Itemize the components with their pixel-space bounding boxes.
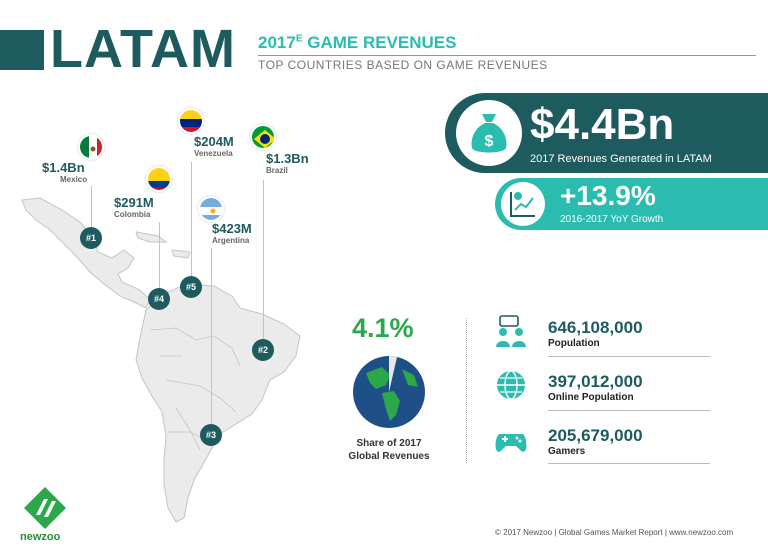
country-label-argentina: $423M Argentina xyxy=(212,221,252,246)
country-value: $423M xyxy=(212,221,252,236)
country-name: Colombia xyxy=(114,210,151,219)
subtitle-rest: GAME REVENUES xyxy=(302,33,457,52)
country-label-brazil: $1.3Bn Brazil xyxy=(266,151,309,176)
globe-icon xyxy=(497,370,525,400)
rank-marker-brazil: #2 xyxy=(252,339,274,361)
subtitle-year: 2017 xyxy=(258,33,296,52)
growth-label: 2016-2017 YoY Growth xyxy=(560,214,664,225)
population-value: 646,108,000 xyxy=(548,318,643,337)
share-label-line2: Global Revenues xyxy=(348,451,430,462)
country-name: Mexico xyxy=(60,175,88,184)
subtitle-superscript: E xyxy=(295,33,303,45)
country-label-mexico: $1.4Bn Mexico xyxy=(42,160,88,185)
stat-divider xyxy=(548,410,710,411)
newzoo-logo-icon xyxy=(24,487,66,529)
argentina-pin-line xyxy=(211,248,212,424)
country-name: Venezuela xyxy=(194,149,233,158)
svg-text:$: $ xyxy=(485,133,494,150)
gamers-label: Gamers xyxy=(548,446,586,457)
gamepad-icon xyxy=(495,434,527,452)
footer-copyright: © 2017 Newzoo | Global Games Market Repo… xyxy=(495,528,734,537)
money-bag-icon: $ xyxy=(471,114,507,153)
rank-marker-mexico: #1 xyxy=(80,227,102,249)
mexico-pin-line xyxy=(91,186,92,230)
brazil-flag-icon xyxy=(250,124,276,150)
rank-marker-venezuela: #5 xyxy=(180,276,202,298)
growth-icon-circle xyxy=(501,182,545,226)
people-icon xyxy=(496,315,526,347)
country-value: $1.3Bn xyxy=(266,151,309,166)
global-share-label: Share of 2017 Global Revenues xyxy=(336,437,442,463)
subtitle-divider xyxy=(258,55,756,56)
subtitle: 2017E GAME REVENUES xyxy=(258,33,456,53)
online-population-value: 397,012,000 xyxy=(548,372,643,391)
global-share-value: 4.1% xyxy=(352,313,414,343)
gamers-value: 205,679,000 xyxy=(548,426,643,445)
online-population-label: Online Population xyxy=(548,392,634,403)
rank-marker-colombia: #4 xyxy=(148,288,170,310)
country-value: $291M xyxy=(114,195,154,210)
revenue-label: 2017 Revenues Generated in LATAM xyxy=(530,153,712,165)
colombia-flag-icon xyxy=(146,166,172,192)
country-value: $1.4Bn xyxy=(42,160,85,175)
share-label-line1: Share of 2017 xyxy=(356,438,422,449)
logo-text: newzoo xyxy=(20,531,61,543)
growth-chart-icon xyxy=(510,192,535,217)
country-label-colombia: $291M Colombia xyxy=(114,195,154,220)
stat-divider xyxy=(548,356,710,357)
venezuela-flag-icon xyxy=(178,108,204,134)
country-value: $204M xyxy=(194,134,234,149)
globe-share-icon xyxy=(353,356,425,428)
stat-divider xyxy=(548,463,710,464)
country-label-venezuela: $204M Venezuela xyxy=(194,134,234,159)
venezuela-pin-line xyxy=(191,162,192,280)
page-title: LATAM xyxy=(50,19,236,79)
mexico-flag-icon xyxy=(78,134,104,160)
argentina-flag-icon xyxy=(198,196,224,222)
revenue-value: $4.4Bn xyxy=(530,100,675,149)
brazil-pin-line xyxy=(263,180,264,340)
country-name: Brazil xyxy=(266,166,288,175)
colombia-pin-line xyxy=(159,222,160,292)
population-label: Population xyxy=(548,338,600,349)
latam-map xyxy=(21,197,301,523)
rank-marker-argentina: #3 xyxy=(200,424,222,446)
growth-value: +13.9% xyxy=(560,180,656,211)
header-accent-bar xyxy=(0,30,44,70)
country-name: Argentina xyxy=(212,236,250,245)
subtitle-secondary: TOP COUNTRIES BASED ON GAME REVENUES xyxy=(258,58,548,72)
vertical-divider xyxy=(466,318,467,463)
